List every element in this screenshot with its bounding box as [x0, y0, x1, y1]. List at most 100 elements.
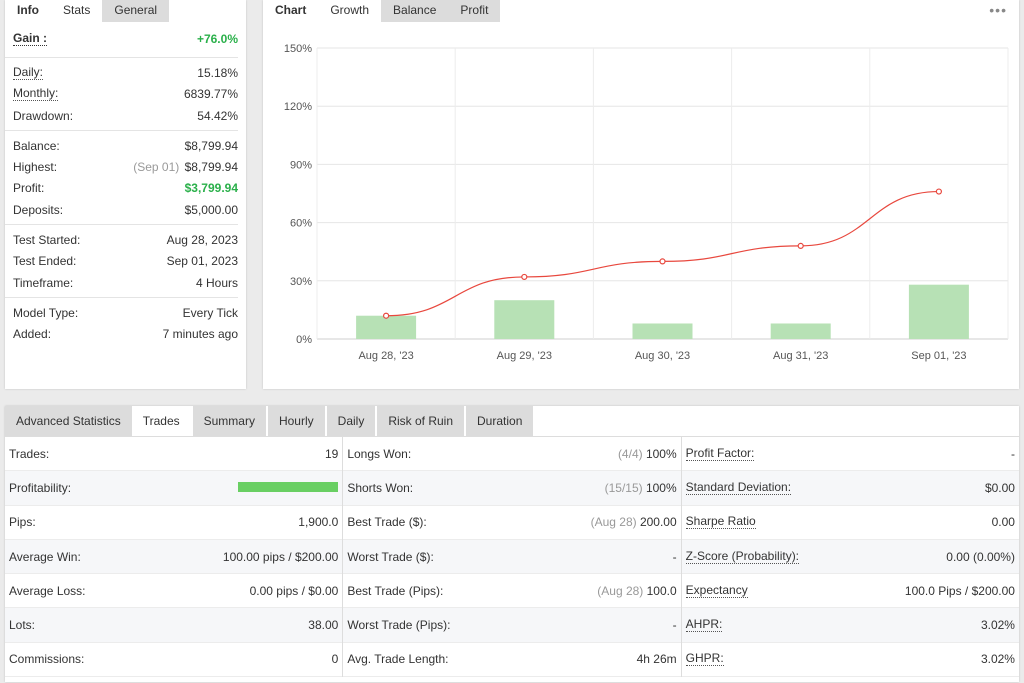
stat-label: Test Ended:	[13, 254, 77, 269]
tab-risk-of-ruin[interactable]: Risk of Ruin	[377, 406, 465, 436]
more-options-icon[interactable]: •••	[989, 2, 1007, 18]
stat-row-expectancy: Expectancy 100.0 Pips / $200.00	[681, 574, 1019, 609]
stat-row-worst-trade-pips: Worst Trade (Pips): -	[343, 608, 681, 643]
stat-value-text: 4h 26m	[636, 652, 677, 667]
stat-label[interactable]: Standard Deviation:	[685, 479, 792, 495]
bar	[770, 323, 831, 339]
stat-value-text: 7 minutes ago	[162, 327, 238, 342]
stat-value: (Aug 28) 100.0	[597, 584, 676, 598]
stat-value	[238, 481, 339, 495]
tab-summary[interactable]: Summary	[192, 406, 266, 436]
stat-label: Profitability:	[9, 480, 72, 495]
stat-value-text: 6839.77%	[183, 87, 238, 102]
line-point	[797, 242, 804, 249]
stat-value-text: Every Tick	[182, 305, 238, 320]
line-point	[935, 188, 943, 195]
stat-value-text: 0.00 (0.00%)	[946, 549, 1015, 564]
stat-label: Worst Trade (Pips):	[347, 618, 451, 633]
tab-growth[interactable]: Growth	[318, 0, 382, 22]
stat-label[interactable]: Z-Score (Probability):	[685, 548, 800, 564]
x-tick-label: Aug 29, '23	[497, 350, 552, 362]
stat-row-profit: Profit: $3,799.94	[5, 178, 238, 199]
stat-label: Avg. Trade Length:	[347, 652, 449, 667]
stat-value-text: 1,900.0	[298, 515, 339, 530]
stat-row-lots: Lots: 38.00	[5, 608, 343, 643]
stat-label[interactable]: Sharpe Ratio	[685, 514, 756, 530]
tab-general[interactable]: General	[102, 0, 170, 22]
series-line	[386, 190, 939, 317]
stat-value: 100.0 Pips / $200.00	[905, 584, 1015, 598]
stat-label[interactable]: AHPR:	[685, 617, 723, 633]
stat-label[interactable]: Daily:	[13, 64, 44, 80]
stat-value-text: 100%	[645, 480, 677, 495]
y-tick-label: 0%	[296, 334, 312, 346]
stat-value: 0.00	[992, 515, 1015, 529]
stat-value-text: $3,799.94	[184, 181, 238, 196]
stat-value: $0.00	[985, 481, 1015, 495]
stat-value: (Aug 28) 200.00	[591, 515, 677, 529]
stat-row-z-score-probability: Z-Score (Probability): 0.00 (0.00%)	[681, 539, 1019, 575]
stat-label[interactable]: Profit Factor:	[685, 445, 755, 461]
stat-label[interactable]: Expectancy	[685, 582, 748, 598]
tab-hourly[interactable]: Hourly	[267, 406, 325, 436]
stat-label: Trades:	[9, 446, 50, 461]
stat-label: Deposits:	[13, 202, 64, 217]
stat-label: Gain :	[13, 30, 48, 46]
advanced-statistics-grid: Trades: 19 Profitability: Pips: 1,900.0 Avera…	[5, 436, 1019, 678]
bar	[356, 315, 417, 339]
tab-stats[interactable]: Stats	[51, 0, 103, 22]
stat-value: 0	[332, 652, 339, 666]
stat-value: 4h 26m	[637, 652, 677, 666]
stat-value-text: -	[672, 618, 677, 633]
stat-value: 100.00 pips / $200.00	[223, 550, 338, 564]
tab-trades[interactable]: Trades	[131, 406, 191, 436]
stat-value: Every Tick	[183, 306, 238, 320]
stat-row-ghpr: GHPR: 3.02%	[681, 643, 1019, 678]
stat-label: Highest:	[13, 160, 58, 175]
line-point	[521, 273, 528, 281]
stat-value-text: Aug 28, 2023	[166, 233, 238, 248]
bar	[908, 284, 969, 339]
tab-balance[interactable]: Balance	[381, 0, 449, 22]
chart-tabs: Chart Growth Balance Profit	[263, 0, 1019, 22]
stat-label: Profit:	[13, 181, 45, 196]
stat-value-text: -	[672, 549, 677, 564]
stat-value: $8,799.94	[185, 139, 238, 153]
stat-value: $3,799.94	[185, 181, 238, 195]
stat-hint: (Sep 01)	[133, 160, 183, 175]
stat-value-text: 0.00 pips / $0.00	[249, 583, 339, 598]
stat-value-text: $5,000.00	[184, 202, 238, 217]
stat-label[interactable]: GHPR:	[685, 651, 724, 667]
stat-row-avg-trade-length: Avg. Trade Length: 4h 26m	[343, 643, 681, 678]
stat-hint: (4/4)	[617, 446, 646, 461]
stat-row-added: Added: 7 minutes ago	[5, 324, 238, 345]
stat-label: Model Type:	[13, 305, 79, 320]
tab-profit[interactable]: Profit	[448, 0, 501, 22]
stat-value: (4/4) 100%	[618, 447, 677, 461]
profitability-bar	[238, 481, 339, 492]
stat-value-text: $0.00	[984, 480, 1015, 495]
tab-duration[interactable]: Duration	[466, 406, 534, 436]
stat-value-text: 54.42%	[197, 108, 238, 123]
stat-row-profitability: Profitability:	[5, 471, 343, 506]
stat-hint: (Aug 28)	[590, 515, 640, 530]
y-tick-label: 90%	[290, 159, 312, 171]
stat-value: 3.02%	[981, 618, 1015, 632]
tab-daily[interactable]: Daily	[326, 406, 376, 436]
stat-row-highest: Highest: (Sep 01) $8,799.94	[5, 156, 238, 177]
stat-value: +76.0%	[197, 32, 238, 46]
growth-chart: 0% 30% 60% 90% 120% 150% Aug 28, '23 Aug 29, '2…	[284, 43, 1009, 362]
stat-value-text: 100.0	[646, 583, 677, 598]
advanced-statistics-tabs: Advanced Statistics Trades Summary Hourly Da…	[5, 406, 1019, 436]
stat-label[interactable]: Monthly:	[13, 86, 59, 102]
stat-row-best-trade-pips: Best Trade (Pips): (Aug 28) 100.0	[343, 574, 681, 609]
stat-group: Gain : +76.0%	[5, 22, 238, 59]
stats-body: Gain : +76.0% Daily: 15.18% Monthly: 6839.77%…	[5, 22, 246, 349]
stat-label: Balance:	[13, 138, 60, 153]
stat-label: Lots:	[9, 618, 36, 633]
stat-value-text: 100%	[645, 446, 677, 461]
stat-value: 19	[325, 447, 338, 461]
stats-column: Trades: 19 Profitability: Pips: 1,900.0 Avera…	[5, 437, 344, 678]
y-tick-label: 120%	[284, 101, 312, 113]
stat-value: 3.02%	[981, 652, 1015, 666]
